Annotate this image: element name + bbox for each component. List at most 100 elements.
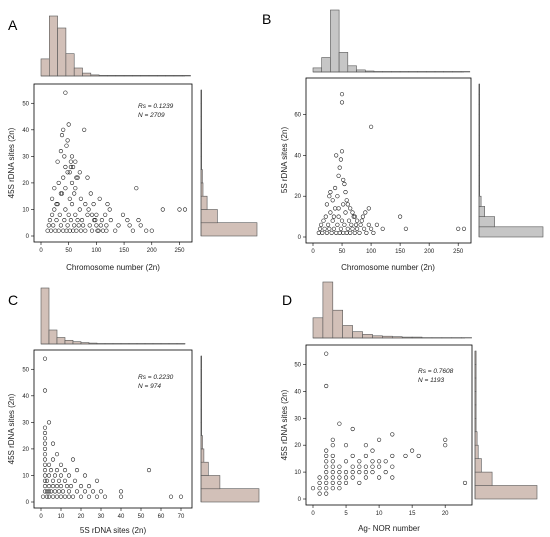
y-tick-label-c-4: 40 — [22, 394, 29, 400]
point-c-21 — [46, 484, 52, 489]
rs-value-a: Rs = 0.1239 — [138, 103, 174, 110]
point-c-36 — [54, 468, 60, 473]
point-b-52 — [339, 149, 345, 154]
top-hist-bar-b-1 — [321, 57, 331, 73]
point-c-70 — [118, 494, 124, 499]
x-tick-label-c-5: 50 — [138, 514, 145, 520]
y-tick-label-b-0: 0 — [298, 235, 302, 241]
point-d-35 — [350, 426, 355, 432]
point-a-45 — [56, 180, 61, 185]
point-d-55 — [403, 453, 408, 458]
point-a-42 — [50, 196, 55, 201]
top-hist-bar-a-5 — [82, 72, 92, 77]
point-b-64 — [339, 100, 345, 105]
n-value-a: N = 2709 — [138, 112, 165, 119]
point-b-19 — [338, 226, 343, 231]
right-hist-bar-d-4 — [474, 431, 478, 446]
point-b-67 — [398, 214, 403, 219]
right-hist-bar-d-2 — [474, 458, 482, 473]
point-c-57 — [74, 468, 80, 473]
point-d-25 — [337, 470, 342, 475]
point-a-12 — [58, 223, 63, 228]
point-b-10 — [328, 210, 333, 215]
point-d-38 — [357, 459, 362, 464]
point-c-26 — [48, 468, 54, 473]
x-tick-label-a-3: 150 — [119, 248, 130, 254]
point-a-14 — [61, 228, 66, 233]
point-a-74 — [94, 212, 99, 217]
point-b-53 — [341, 177, 346, 182]
point-a-35 — [87, 223, 92, 228]
point-a-97 — [144, 228, 149, 233]
point-d-3 — [324, 491, 329, 496]
x-tick-label-b-4: 200 — [424, 249, 435, 255]
x-tick-label-c-4: 40 — [118, 514, 125, 520]
point-d-66 — [357, 464, 362, 469]
y-tick-label-d-4: 40 — [294, 389, 301, 395]
y-tick-label-a-2: 20 — [22, 181, 29, 187]
point-d-5 — [324, 480, 329, 485]
y-tick-label-c-2: 20 — [22, 447, 29, 453]
point-a-51 — [69, 180, 75, 185]
point-d-64 — [343, 475, 349, 480]
point-a-24 — [72, 223, 77, 228]
point-a-33 — [83, 228, 88, 233]
point-d-44 — [370, 459, 375, 464]
x-tick-label-a-4: 200 — [147, 248, 158, 254]
scatter-points-d — [310, 351, 468, 496]
point-c-71 — [146, 468, 152, 473]
point-d-51 — [390, 464, 395, 469]
point-d-46 — [377, 464, 382, 469]
y-tick-label-a-4: 40 — [22, 128, 29, 134]
point-a-48 — [63, 186, 68, 191]
point-b-73 — [360, 214, 365, 219]
point-d-45 — [370, 448, 375, 453]
point-d-21 — [330, 443, 335, 448]
point-c-3 — [42, 478, 48, 483]
x-tick-label-c-0: 0 — [39, 514, 43, 520]
point-b-2 — [319, 222, 324, 227]
point-c-13 — [42, 425, 48, 430]
top-hist-bar-c-2 — [56, 337, 66, 345]
point-c-40 — [58, 494, 64, 499]
point-c-62 — [86, 494, 92, 499]
top-hist-bar-b-0 — [312, 67, 322, 73]
top-hist-bar-a-2 — [57, 27, 67, 77]
x-tick-label-b-1: 50 — [339, 249, 346, 255]
y-tick-label-d-1: 10 — [294, 470, 301, 476]
point-d-50 — [383, 459, 388, 464]
point-b-8 — [326, 222, 331, 227]
point-d-36 — [357, 480, 362, 485]
panel-letter-d: D — [282, 292, 292, 308]
point-c-10 — [42, 441, 48, 446]
point-a-75 — [63, 90, 68, 95]
point-b-36 — [362, 226, 367, 231]
point-a-15 — [62, 218, 67, 223]
point-b-75 — [336, 206, 341, 211]
top-hist-bar-d-4 — [352, 331, 363, 339]
point-b-59 — [350, 210, 355, 215]
axes-a: 0 50 100 150 200 250 0 10 20 30 40 50 — [22, 101, 185, 254]
axes-c: 0 10 20 30 40 50 60 70 0 10 20 30 40 50 — [22, 367, 185, 520]
x-tick-label-c-1: 10 — [58, 514, 65, 520]
point-b-61 — [355, 218, 360, 223]
top-hist-bar-b-4 — [347, 65, 357, 73]
point-a-94 — [134, 186, 139, 191]
point-a-18 — [65, 223, 70, 228]
top-hist-bar-b-2 — [330, 9, 340, 73]
point-a-92 — [127, 223, 132, 228]
axes-b: 0 50 100 150 200 250 0 20 40 60 — [294, 113, 464, 255]
point-a-34 — [85, 212, 90, 217]
point-d-26 — [337, 464, 342, 469]
point-d-63 — [337, 480, 342, 485]
y-tick-label-d-0: 0 — [298, 497, 302, 503]
point-b-49 — [336, 173, 341, 178]
point-b-34 — [357, 230, 362, 235]
right-histogram-a — [200, 89, 258, 237]
point-a-100 — [177, 207, 182, 212]
point-a-70 — [82, 127, 87, 132]
point-d-13 — [324, 351, 329, 356]
point-d-28 — [343, 480, 349, 485]
point-c-15 — [42, 356, 48, 361]
point-a-59 — [63, 164, 68, 170]
